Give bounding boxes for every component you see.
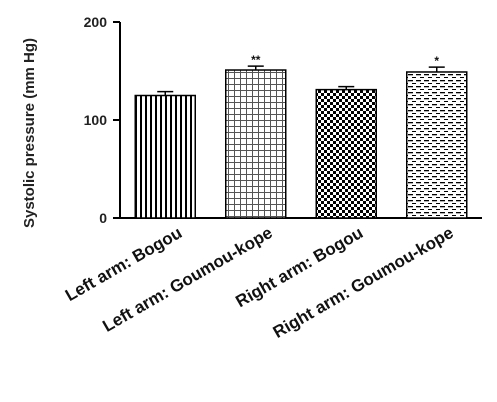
- bar-2: [226, 70, 286, 218]
- y-tick-label: 0: [99, 210, 107, 226]
- y-axis-label: Systolic pressure (mm Hg): [21, 38, 38, 228]
- y-tick-label: 200: [84, 14, 108, 30]
- bars-group: ** *: [135, 53, 467, 218]
- significance-label-2: **: [251, 53, 261, 67]
- bar-1: [135, 96, 195, 219]
- category-label-2: Left arm: Goumou-kope: [99, 223, 275, 336]
- y-ticks-group: 0 100 200: [84, 14, 120, 226]
- bar-3: [316, 90, 376, 218]
- y-tick-label: 100: [84, 112, 108, 128]
- bar-4: [407, 72, 467, 218]
- significance-label-4: *: [434, 54, 439, 68]
